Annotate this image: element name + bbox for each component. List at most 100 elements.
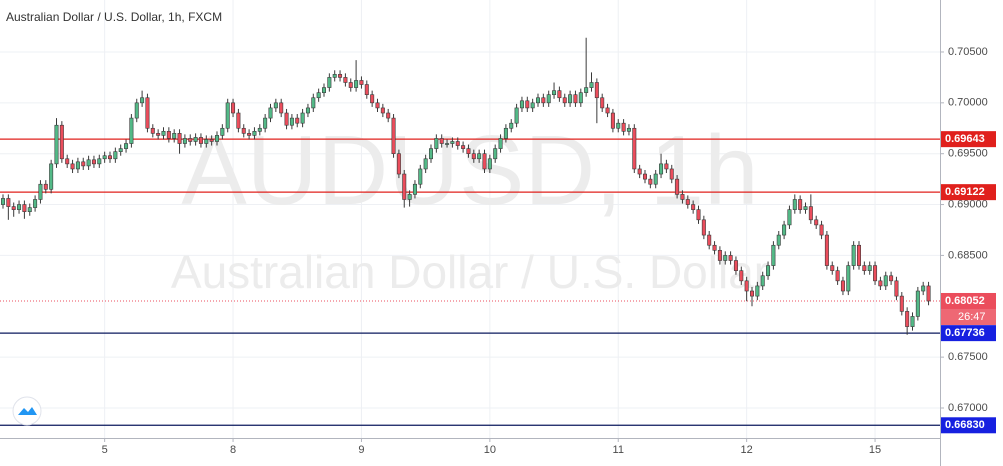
candle-body bbox=[648, 178, 653, 185]
candle-body bbox=[0, 198, 6, 205]
candle-body bbox=[487, 158, 492, 170]
candle-body bbox=[808, 206, 813, 221]
candle-body bbox=[86, 159, 91, 167]
candle-body bbox=[134, 102, 139, 119]
candle-body bbox=[193, 137, 198, 142]
candle-body bbox=[17, 204, 22, 210]
candle-body bbox=[830, 265, 835, 271]
candle-body bbox=[91, 159, 96, 165]
candle-body bbox=[204, 139, 209, 144]
candle-body bbox=[348, 82, 353, 88]
candle-body bbox=[535, 97, 540, 104]
candle-body bbox=[113, 151, 118, 160]
candle-body bbox=[610, 112, 615, 129]
level-label: 0.67736 bbox=[945, 327, 985, 339]
candle-body bbox=[840, 280, 845, 292]
candle-body bbox=[428, 148, 433, 160]
candle-body bbox=[921, 285, 926, 292]
candle-body bbox=[225, 102, 230, 129]
candle-body bbox=[268, 107, 273, 119]
y-tick-label: 0.69000 bbox=[948, 198, 988, 210]
y-tick-label: 0.70000 bbox=[948, 97, 988, 109]
candle-body bbox=[263, 117, 268, 129]
x-tick-label: 10 bbox=[484, 444, 496, 456]
candle-body bbox=[851, 244, 856, 266]
candle-body bbox=[150, 127, 155, 134]
candle-body bbox=[22, 204, 27, 212]
watermark-description: Australian Dollar / U.S. Dollar bbox=[171, 246, 769, 298]
candle-body bbox=[289, 117, 294, 126]
candle-body bbox=[792, 199, 797, 210]
candle-body bbox=[364, 84, 369, 95]
candle-body bbox=[744, 280, 749, 292]
candle-body bbox=[466, 148, 471, 154]
candle-body bbox=[541, 97, 546, 104]
candle-body bbox=[295, 117, 300, 124]
candle-body bbox=[707, 234, 712, 246]
candle-body bbox=[471, 153, 476, 160]
candle-body bbox=[760, 275, 765, 287]
candle-body bbox=[284, 112, 289, 126]
candle-body bbox=[396, 153, 401, 175]
candle-body bbox=[889, 275, 894, 282]
candle-body bbox=[445, 143, 450, 145]
candle-body bbox=[573, 94, 578, 104]
candle-body bbox=[878, 280, 883, 287]
candle-body bbox=[386, 112, 391, 119]
candle-body bbox=[856, 244, 861, 266]
candle-body bbox=[530, 102, 535, 109]
candle-body bbox=[140, 97, 145, 104]
candle-body bbox=[338, 74, 343, 78]
countdown-box bbox=[941, 308, 996, 325]
candle-body bbox=[680, 194, 685, 200]
candle-body bbox=[11, 206, 16, 210]
candle-body bbox=[776, 234, 781, 246]
candle-body bbox=[97, 158, 102, 165]
candle-body bbox=[664, 163, 669, 170]
level-label: 0.66830 bbox=[945, 419, 985, 431]
candle-body bbox=[70, 163, 75, 170]
candle-body bbox=[257, 127, 262, 132]
candle-body bbox=[562, 97, 567, 104]
candle-body bbox=[568, 94, 573, 104]
candle-body bbox=[75, 161, 80, 170]
current-price-box bbox=[941, 292, 996, 309]
candle-body bbox=[145, 97, 150, 129]
level-box bbox=[941, 131, 996, 148]
candle-body bbox=[327, 77, 332, 88]
candle-body bbox=[766, 265, 771, 277]
candle-body bbox=[659, 163, 664, 175]
candle-body bbox=[321, 87, 326, 93]
candle-body bbox=[798, 199, 803, 210]
candle-body bbox=[915, 290, 920, 317]
level-box bbox=[941, 417, 996, 434]
candle-body bbox=[525, 100, 530, 109]
candle-body bbox=[717, 250, 722, 261]
x-tick-label: 8 bbox=[230, 444, 236, 456]
candle-body bbox=[883, 275, 888, 287]
candle-body bbox=[519, 100, 524, 109]
candle-body bbox=[273, 102, 278, 109]
candle-body bbox=[477, 153, 482, 160]
x-tick-label: 5 bbox=[102, 444, 108, 456]
candle-body bbox=[33, 199, 38, 208]
candle-body bbox=[332, 74, 337, 78]
candle-body bbox=[38, 183, 43, 200]
candle-body bbox=[701, 219, 706, 236]
candle-body bbox=[846, 265, 851, 292]
candles bbox=[0, 37, 931, 335]
candle-body bbox=[370, 94, 375, 104]
candle-body bbox=[637, 168, 642, 175]
candle-body bbox=[124, 143, 129, 149]
candle-body bbox=[910, 316, 915, 327]
logo-mark bbox=[18, 407, 37, 415]
x-tick-label: 12 bbox=[741, 444, 753, 456]
candle-body bbox=[814, 219, 819, 226]
logo[interactable] bbox=[12, 396, 42, 426]
candle-body bbox=[81, 161, 86, 167]
candle-body bbox=[391, 117, 396, 154]
axes: 0.67000 0.67500 0.68500 0.69000 0.69500 0.700… bbox=[102, 46, 996, 456]
y-tick-label: 0.69500 bbox=[948, 148, 988, 160]
candle-body bbox=[691, 204, 696, 210]
candle-body bbox=[675, 178, 680, 195]
